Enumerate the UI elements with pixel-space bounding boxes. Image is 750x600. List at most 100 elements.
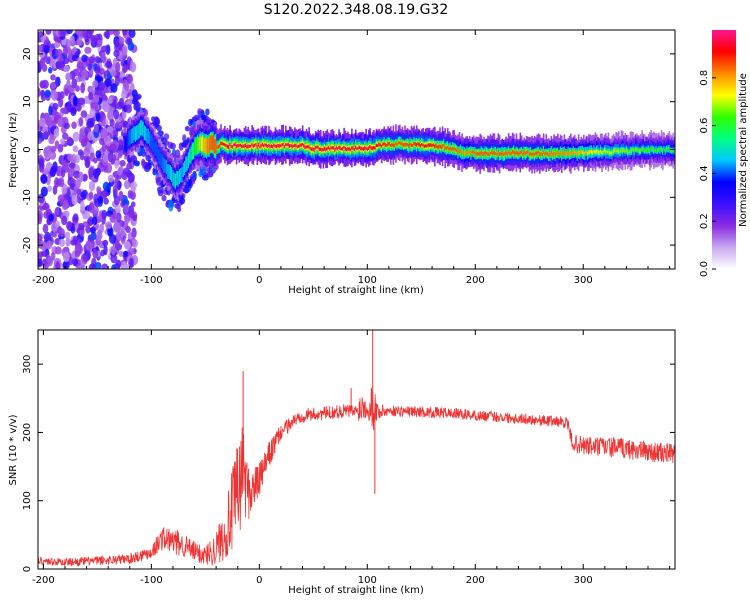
noise-cell bbox=[118, 97, 125, 109]
colorbar-tick-label: 0.4 bbox=[699, 165, 710, 181]
noise-cell bbox=[52, 102, 59, 111]
noise-cell bbox=[87, 131, 94, 141]
ridge-cell bbox=[211, 135, 213, 150]
noise-cell bbox=[115, 61, 121, 73]
ridge-cell bbox=[576, 152, 579, 157]
ridge-cell bbox=[522, 153, 524, 156]
ridge-cell bbox=[164, 158, 167, 174]
ridge-cell bbox=[557, 151, 559, 155]
ridge-cell bbox=[389, 144, 392, 147]
scatter-cell bbox=[168, 199, 173, 208]
ridge-cell bbox=[159, 150, 161, 166]
ridge-cell bbox=[493, 151, 496, 156]
ridge-cell bbox=[205, 138, 208, 155]
ridge-cell bbox=[421, 142, 423, 146]
noise-cell bbox=[122, 46, 128, 57]
ridge-cell bbox=[511, 150, 514, 154]
ridge-cell bbox=[351, 146, 353, 150]
noise-cell bbox=[95, 112, 101, 122]
noise-cell bbox=[58, 227, 65, 237]
ridge-cell bbox=[510, 151, 513, 155]
noise-cell bbox=[108, 233, 117, 244]
ridge-cell bbox=[317, 145, 320, 149]
ridge-cell bbox=[272, 144, 274, 149]
ridge-cell bbox=[428, 143, 431, 148]
noise-cell bbox=[114, 121, 122, 129]
noise-cell bbox=[71, 258, 78, 267]
ridge-cell bbox=[134, 126, 137, 142]
scatter-cell bbox=[200, 110, 205, 117]
noise-cell bbox=[109, 214, 117, 223]
ridge-cell bbox=[148, 131, 151, 147]
ridge-cell bbox=[544, 152, 546, 156]
noise-cell bbox=[98, 110, 105, 118]
ridge-cell bbox=[411, 144, 414, 148]
ridge-cell bbox=[218, 144, 221, 148]
noise-cell bbox=[40, 250, 48, 257]
noise-cell bbox=[46, 240, 53, 250]
ridge-cell bbox=[641, 147, 643, 152]
noise-cell bbox=[71, 78, 78, 89]
ridge-cell bbox=[194, 138, 196, 154]
snr-panel: -200 -100 0 100 200 300 0 100 200 300 Height of … bbox=[8, 329, 676, 596]
noise-cell bbox=[72, 145, 79, 153]
ridge-cell bbox=[461, 151, 463, 155]
noise-cell bbox=[72, 131, 80, 142]
scatter-cell bbox=[184, 125, 190, 132]
noise-cell bbox=[59, 238, 66, 247]
ridge-cell bbox=[623, 148, 625, 152]
ridge-cell bbox=[200, 137, 203, 152]
ridge-cell bbox=[617, 149, 620, 154]
noise-cell bbox=[80, 110, 88, 118]
ridge-cell bbox=[178, 169, 181, 185]
ridge-cell bbox=[601, 151, 603, 155]
ridge-cell bbox=[193, 143, 195, 159]
scatter-cell bbox=[205, 108, 210, 116]
ridge-cell bbox=[244, 143, 247, 148]
ridge-cell bbox=[274, 144, 277, 148]
ridge-cell bbox=[285, 143, 287, 147]
noise-cell bbox=[120, 261, 128, 269]
ridge-cell bbox=[636, 147, 638, 152]
ridge-cell bbox=[446, 145, 449, 149]
ridge-cell bbox=[405, 142, 408, 146]
ridge-cell bbox=[330, 146, 332, 150]
ridge-cell bbox=[432, 143, 435, 147]
ridge-cell bbox=[221, 141, 224, 146]
scatter-cell bbox=[164, 140, 170, 146]
ridge-cell bbox=[234, 142, 237, 147]
ridge-cell bbox=[418, 142, 421, 147]
ridge-cell bbox=[265, 143, 268, 147]
ridge-cell bbox=[489, 151, 492, 155]
ridge-cell bbox=[583, 152, 585, 155]
noise-cell bbox=[38, 117, 47, 127]
y-tick-label: -10 bbox=[22, 189, 33, 205]
noise-cell bbox=[101, 209, 107, 220]
noise-cell bbox=[72, 213, 79, 222]
ridge-cell bbox=[630, 149, 633, 153]
ridge-cell bbox=[303, 143, 305, 148]
ridge-cell bbox=[207, 138, 209, 153]
y-tick-label: 100 bbox=[22, 491, 33, 510]
ridge-cell bbox=[156, 144, 159, 159]
scatter-cell bbox=[183, 185, 190, 194]
ridge-cell bbox=[453, 147, 456, 151]
figure-title: S120.2022.348.08.19.G32 bbox=[264, 2, 449, 18]
noise-cell bbox=[92, 94, 100, 104]
noise-cell bbox=[88, 166, 95, 178]
ridge-cell bbox=[638, 149, 641, 154]
ridge-cell bbox=[434, 144, 436, 149]
ridge-cell bbox=[440, 145, 443, 150]
ridge-cell bbox=[132, 127, 134, 144]
ridge-cell bbox=[343, 145, 345, 149]
ridge-cell bbox=[145, 126, 147, 141]
ridge-cell bbox=[247, 144, 250, 149]
noise-cell bbox=[44, 89, 51, 98]
ridge-cell bbox=[470, 151, 472, 155]
colorbar-tick-label: 0.2 bbox=[699, 213, 710, 229]
ridge-cell bbox=[585, 150, 588, 153]
ridge-cell bbox=[369, 144, 371, 149]
noise-cell bbox=[79, 150, 85, 161]
ridge-cell bbox=[463, 151, 466, 156]
